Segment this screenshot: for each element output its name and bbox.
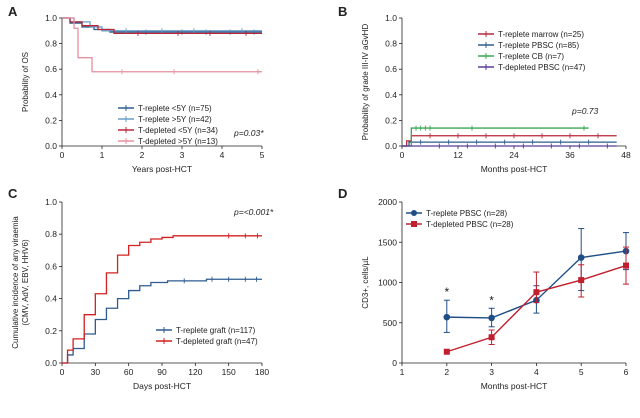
y-tick-label: 0.2 bbox=[45, 115, 57, 125]
x-tick-label: 150 bbox=[222, 367, 236, 377]
legend-label: T-depleted graft (n=47) bbox=[176, 337, 258, 346]
y-tick-label: 1000 bbox=[378, 278, 397, 288]
y-tick-label: 0.6 bbox=[45, 64, 57, 74]
x-tick-label: 1 bbox=[400, 367, 405, 377]
x-tick-label: 36 bbox=[565, 150, 575, 160]
x-tick-label: 1 bbox=[100, 150, 105, 160]
x-tick-label: 5 bbox=[260, 150, 265, 160]
x-tick-label: 6 bbox=[624, 367, 629, 377]
y-tick-label: 0.4 bbox=[385, 90, 397, 100]
p-value-annotation: p=0.03* bbox=[233, 128, 264, 138]
x-tick-label: 0 bbox=[400, 150, 405, 160]
y-tick-label: 0.6 bbox=[45, 261, 57, 271]
y-tick-label: 0.8 bbox=[45, 229, 57, 239]
y-tick-label: 0.4 bbox=[45, 294, 57, 304]
series-line-2 bbox=[62, 235, 262, 364]
y-tick-label: 0.2 bbox=[385, 115, 397, 125]
x-tick-label: 3 bbox=[489, 367, 494, 377]
series-line-3 bbox=[62, 17, 262, 35]
y-tick-label: 1.0 bbox=[45, 197, 57, 207]
x-axis-label: Years post-HCT bbox=[132, 164, 192, 174]
y-tick-label: 1.0 bbox=[385, 13, 397, 23]
x-tick-label: 24 bbox=[509, 150, 519, 160]
x-tick-label: 12 bbox=[453, 150, 463, 160]
y-tick-label: 500 bbox=[383, 318, 397, 328]
legend-label: T-replete CB (n=7) bbox=[498, 52, 564, 61]
legend-label: T-replete PBSC (n=85) bbox=[498, 41, 579, 50]
legend-label: T-depleted <5Y (n=34) bbox=[138, 126, 218, 135]
legend-label: T-replete marrow (n=25) bbox=[498, 30, 584, 39]
x-tick-label: 48 bbox=[621, 150, 631, 160]
legend-label: T-replete >5Y (n=42) bbox=[138, 115, 212, 124]
series-line-4 bbox=[62, 17, 262, 73]
y-tick-label: 0 bbox=[392, 358, 397, 368]
data-point bbox=[623, 262, 629, 269]
y-tick-label: 1.0 bbox=[45, 13, 57, 23]
x-tick-label: 3 bbox=[180, 150, 185, 160]
y-tick-label: 0.8 bbox=[385, 39, 397, 49]
panel-b-letter: B bbox=[338, 4, 347, 19]
x-tick-label: 120 bbox=[188, 367, 202, 377]
y-tick-label: 0.0 bbox=[45, 141, 57, 151]
significance-star: * bbox=[444, 285, 449, 299]
y-tick-label: 0.0 bbox=[385, 141, 397, 151]
legend-marker bbox=[411, 221, 417, 227]
y-axis-label: CD3+, cells/µL bbox=[361, 256, 370, 309]
x-tick-label: 90 bbox=[157, 367, 167, 377]
legend-label: T-replete PBSC (n=28) bbox=[426, 209, 507, 218]
x-tick-label: 60 bbox=[124, 367, 134, 377]
data-point bbox=[533, 289, 540, 296]
y-axis-label: Probability of OS bbox=[21, 52, 30, 112]
x-tick-label: 2 bbox=[140, 150, 145, 160]
x-axis-label: Months post-HCT bbox=[481, 381, 548, 391]
data-point bbox=[443, 348, 450, 355]
y-tick-label: 0.6 bbox=[385, 64, 397, 74]
data-point bbox=[578, 277, 585, 284]
x-tick-label: 0 bbox=[60, 367, 65, 377]
x-tick-label: 180 bbox=[255, 367, 269, 377]
x-tick-label: 30 bbox=[91, 367, 101, 377]
data-point bbox=[488, 334, 495, 341]
legend-marker bbox=[411, 210, 417, 216]
legend-label: T-replete graft (n=117) bbox=[176, 326, 256, 335]
series-line-1 bbox=[62, 278, 262, 364]
x-axis-label: Days post-HCT bbox=[133, 381, 191, 391]
x-axis-label: Months post-HCT bbox=[481, 164, 548, 174]
p-value-annotation: p=0.73 bbox=[571, 106, 599, 116]
x-tick-label: 5 bbox=[579, 367, 584, 377]
legend-label: T-depleted PBSC (n=47) bbox=[498, 63, 586, 72]
legend-label: T-replete <5Y (n=75) bbox=[138, 104, 212, 113]
y-tick-label: 2000 bbox=[378, 197, 397, 207]
y-tick-label: 0.8 bbox=[45, 39, 57, 49]
series-line-1 bbox=[402, 135, 617, 147]
x-tick-label: 0 bbox=[60, 150, 65, 160]
y-tick-label: 0.0 bbox=[45, 358, 57, 368]
y-tick-label: 0.2 bbox=[45, 326, 57, 336]
x-tick-label: 4 bbox=[220, 150, 225, 160]
x-tick-label: 4 bbox=[534, 367, 539, 377]
panel-c-letter: C bbox=[8, 186, 18, 201]
x-tick-label: 2 bbox=[444, 367, 449, 377]
data-point bbox=[443, 313, 451, 321]
legend-label: T-depleted PBSC (n=28) bbox=[426, 220, 514, 229]
panel-a-letter: A bbox=[8, 4, 18, 19]
y-tick-label: 0.4 bbox=[45, 90, 57, 100]
significance-star: * bbox=[489, 293, 494, 307]
y-tick-label: 1500 bbox=[378, 237, 397, 247]
legend-label: T-depleted >5Y (n=13) bbox=[138, 137, 218, 146]
y-axis-label: Cumulative incidence of any viraemia(CMV… bbox=[11, 216, 30, 349]
panel-d-letter: D bbox=[338, 186, 347, 201]
data-point bbox=[488, 314, 495, 322]
p-value-annotation: p=<0.001* bbox=[233, 207, 274, 217]
y-axis-label: Probability of grade III-IV aGvHD bbox=[361, 24, 370, 141]
data-point bbox=[577, 254, 585, 261]
